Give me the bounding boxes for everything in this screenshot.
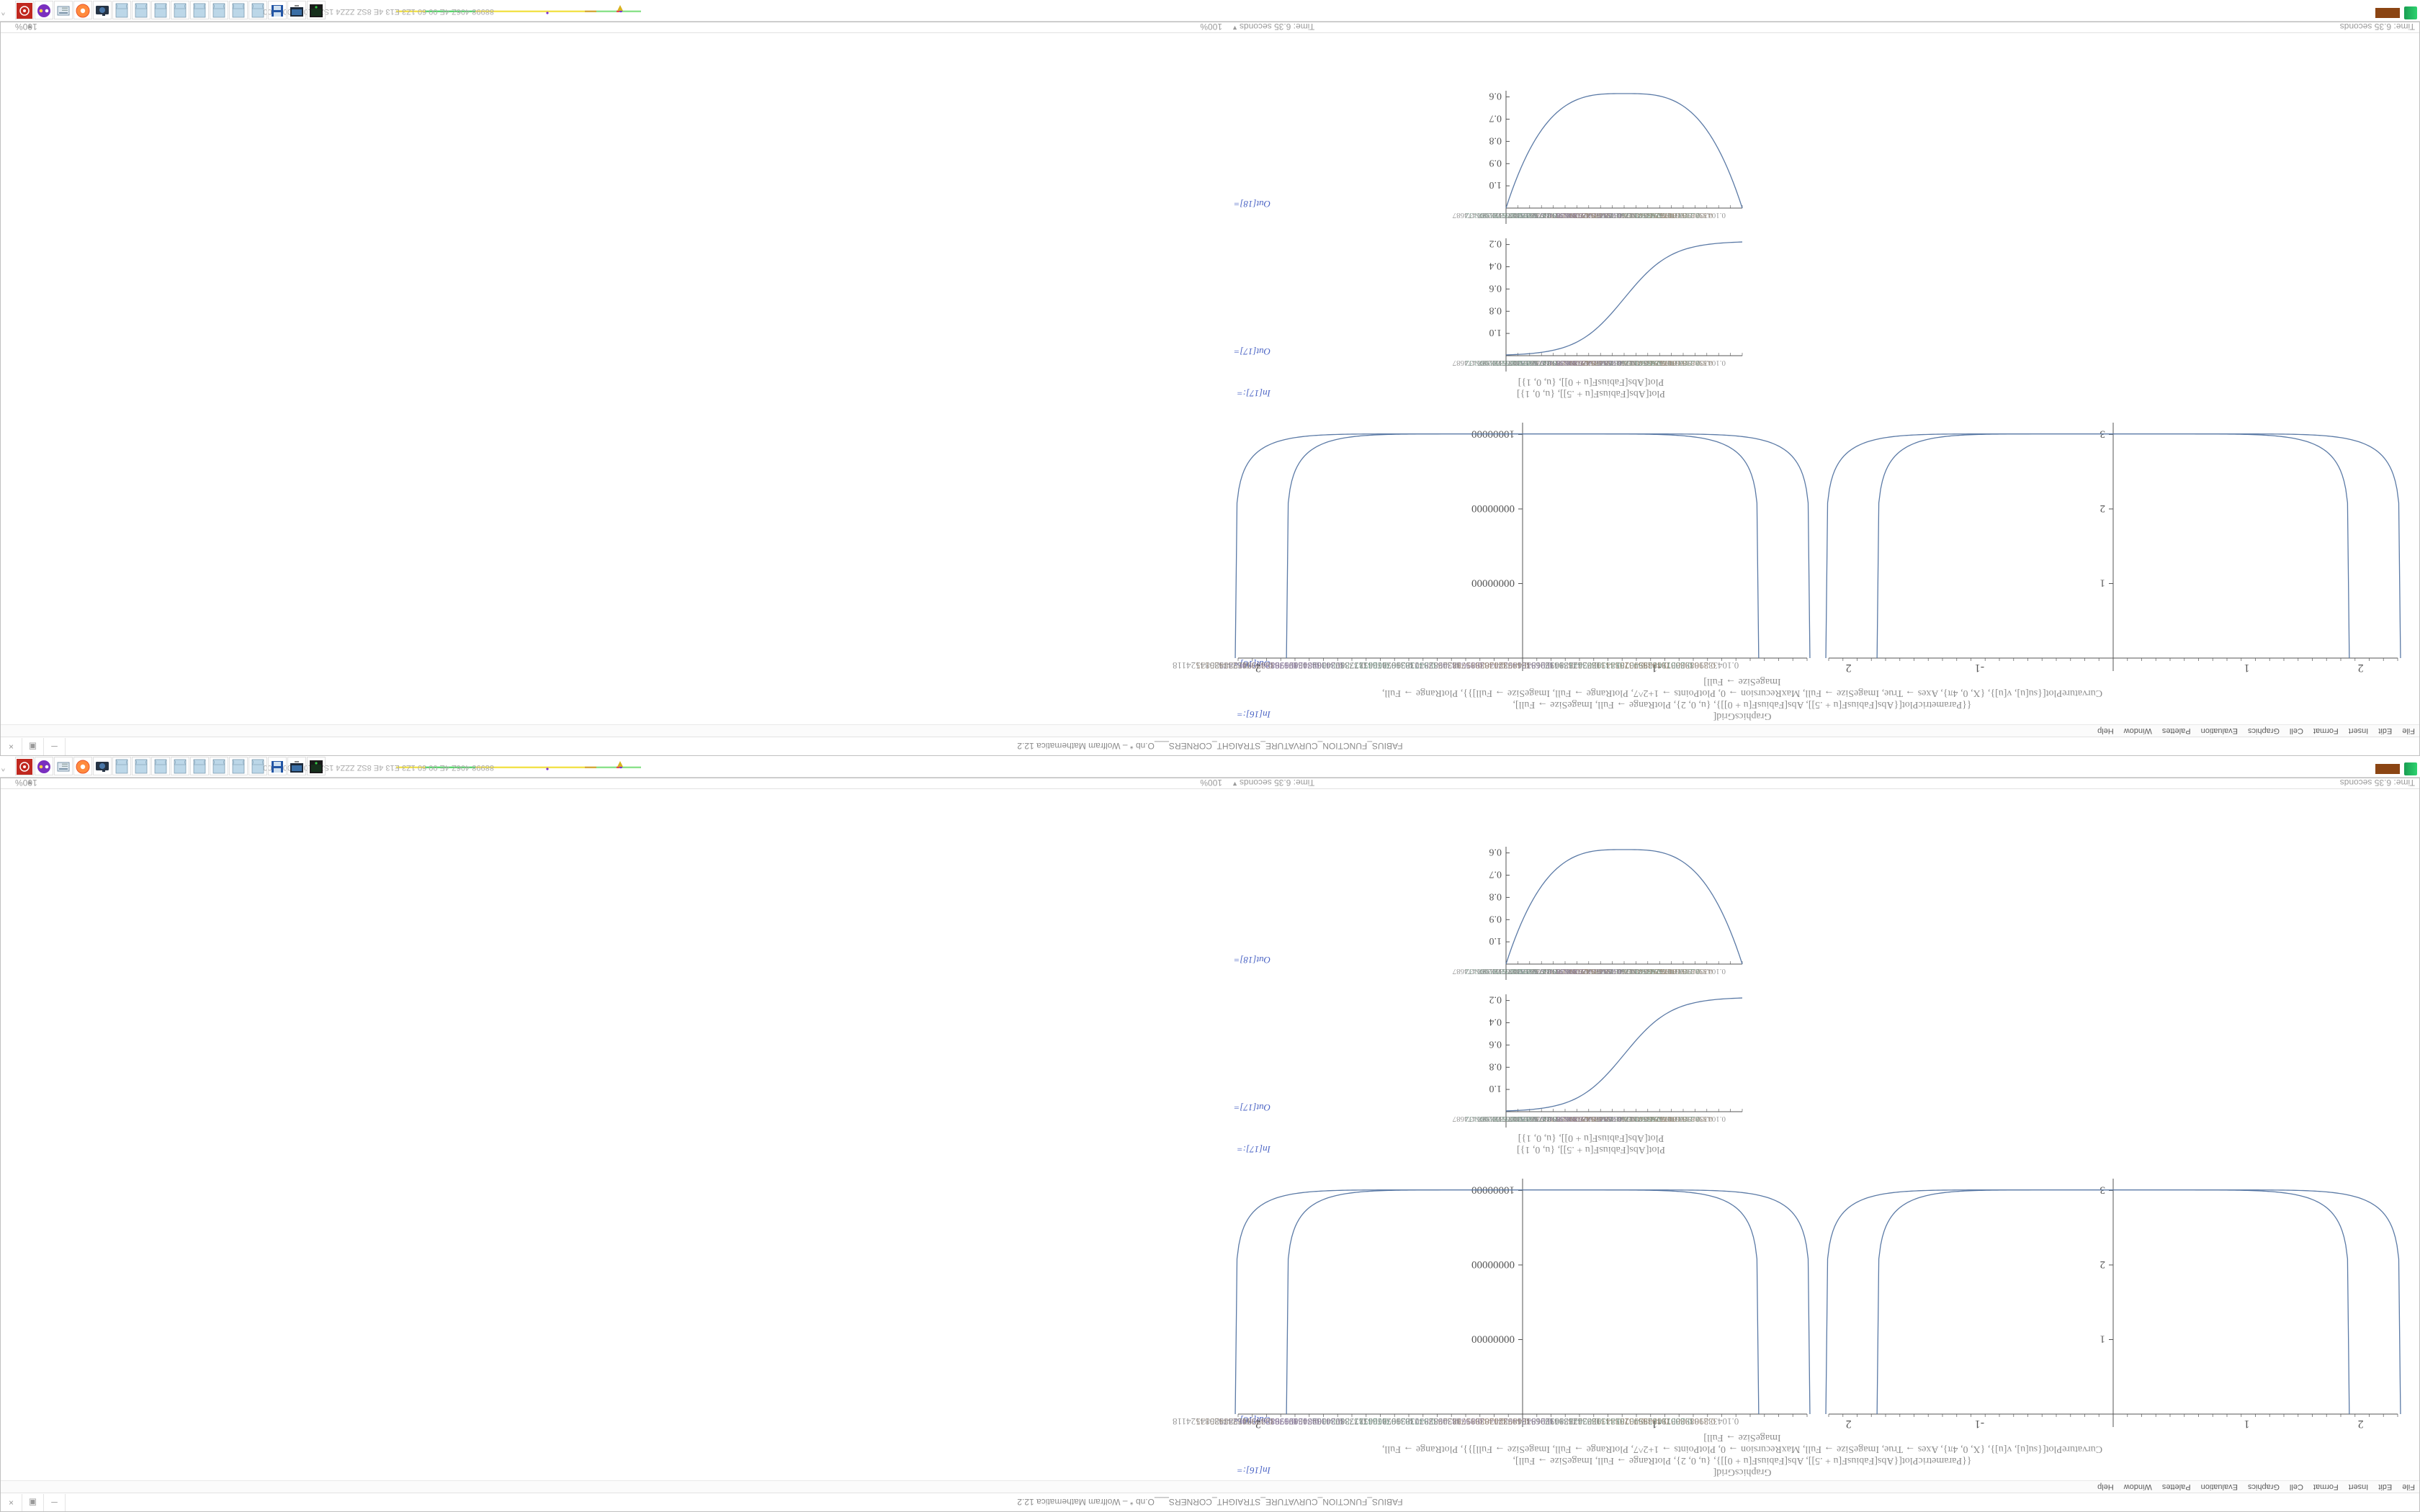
svg-text:0.6: 0.6 xyxy=(1489,847,1502,858)
svg-text:0.6: 0.6 xyxy=(1489,282,1502,293)
svg-text:2: 2 xyxy=(1846,1418,1852,1430)
svg-text:0.773602606474687: 0.773602606474687 xyxy=(1452,359,1518,367)
svg-text:00000000: 00000000 xyxy=(1471,503,1515,514)
svg-text:00000000: 00000000 xyxy=(1471,577,1515,589)
svg-text:0.278498084124118: 0.278498084124118 xyxy=(1173,660,1250,671)
svg-text:00000000: 00000000 xyxy=(1471,1333,1515,1345)
svg-text:0.4: 0.4 xyxy=(1489,261,1502,271)
svg-text:0.278498084124118: 0.278498084124118 xyxy=(1173,1416,1250,1427)
svg-text:0.773602606474687: 0.773602606474687 xyxy=(1452,967,1518,976)
svg-text:0.7: 0.7 xyxy=(1489,113,1502,124)
svg-text:0.8: 0.8 xyxy=(1489,1061,1502,1071)
svg-text:0.773602606474687: 0.773602606474687 xyxy=(1452,1115,1518,1123)
svg-text:0.8: 0.8 xyxy=(1489,135,1502,145)
svg-text:0.2: 0.2 xyxy=(1489,994,1502,1005)
svg-text:0.8: 0.8 xyxy=(1489,891,1502,901)
svg-text:0.9: 0.9 xyxy=(1489,913,1502,924)
svg-text:0.4: 0.4 xyxy=(1489,1017,1502,1027)
svg-text:0.2: 0.2 xyxy=(1489,238,1502,249)
svg-text:1: 1 xyxy=(2100,577,2106,589)
svg-text:2: 2 xyxy=(1255,662,1261,674)
svg-text:2: 2 xyxy=(2358,1418,2364,1430)
svg-text:0.8: 0.8 xyxy=(1489,305,1502,315)
svg-text:2: 2 xyxy=(2358,662,2364,674)
svg-text:1: 1 xyxy=(2244,662,2250,674)
svg-text:2: 2 xyxy=(1255,1418,1261,1430)
svg-text:0.773602606474687: 0.773602606474687 xyxy=(1452,211,1518,220)
svg-text:1: 1 xyxy=(2100,1333,2106,1345)
svg-text:1.0: 1.0 xyxy=(1489,327,1502,338)
svg-text:-1: -1 xyxy=(1975,1418,1984,1430)
svg-text:1.0: 1.0 xyxy=(1489,1083,1502,1094)
svg-text:0.9: 0.9 xyxy=(1489,157,1502,168)
svg-text:-1: -1 xyxy=(1975,662,1984,674)
svg-text:2: 2 xyxy=(1846,662,1852,674)
svg-text:0.6: 0.6 xyxy=(1489,91,1502,102)
svg-text:00000000: 00000000 xyxy=(1471,1259,1515,1270)
svg-text:1: 1 xyxy=(2244,1418,2250,1430)
svg-text:0.7: 0.7 xyxy=(1489,869,1502,880)
svg-text:2: 2 xyxy=(2100,1259,2106,1270)
svg-text:1.0: 1.0 xyxy=(1489,179,1502,190)
svg-text:0.6: 0.6 xyxy=(1489,1038,1502,1049)
svg-text:1.0: 1.0 xyxy=(1489,935,1502,946)
svg-text:2: 2 xyxy=(2100,503,2106,514)
